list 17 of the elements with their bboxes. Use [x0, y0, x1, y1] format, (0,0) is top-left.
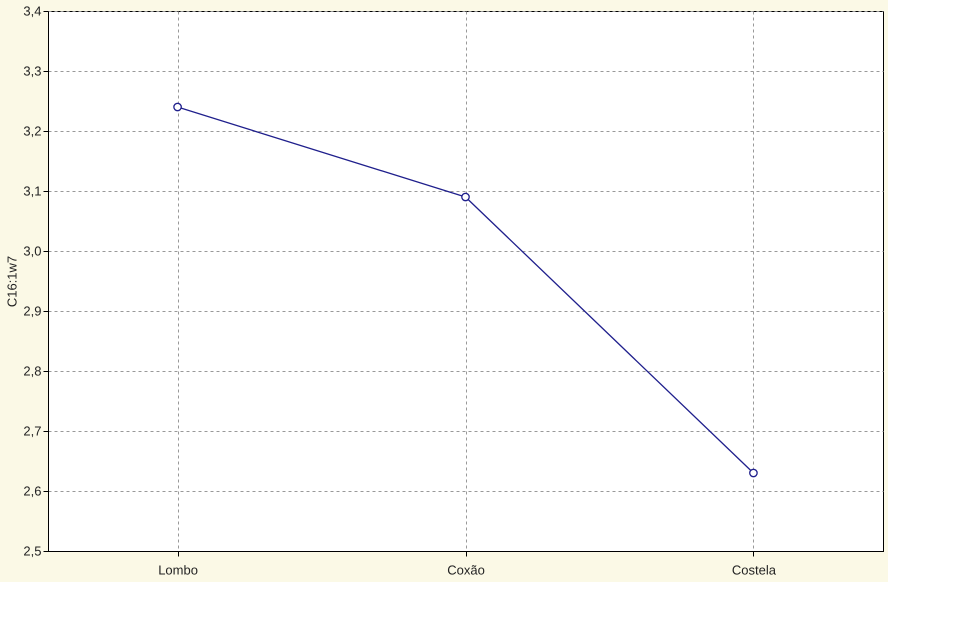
- point: [749, 468, 758, 478]
- y-tick-label: 2,5: [23, 544, 42, 558]
- y-tick-label: 2,6: [23, 484, 42, 498]
- y-axis-title: C16:1w7: [4, 256, 20, 308]
- point: [173, 102, 182, 112]
- x-tick-label: Lombo: [158, 562, 198, 578]
- y-tick-label: 2,9: [23, 304, 42, 318]
- y-tick-label: 3,1: [23, 184, 42, 198]
- y-tick-label: 3,4: [23, 4, 42, 18]
- y-tick-label: 2,7: [23, 424, 42, 438]
- x-tick-label: Costela: [732, 562, 777, 578]
- y-tick-label: 2,8: [23, 364, 42, 378]
- point: [461, 192, 470, 202]
- y-tick-label: 3,2: [23, 124, 42, 138]
- y-tick-label: 3,0: [23, 244, 42, 258]
- y-tick-label: 3,3: [23, 64, 42, 78]
- x-tick-label: Coxão: [447, 562, 485, 578]
